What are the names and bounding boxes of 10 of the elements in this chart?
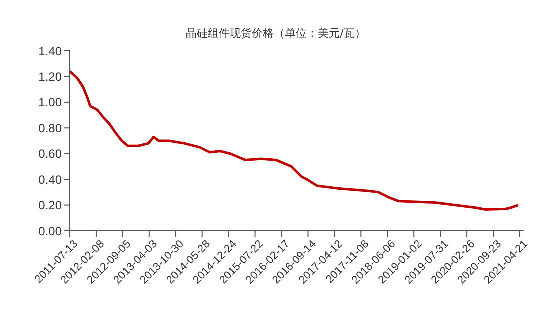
y-tick-label: 1.20 xyxy=(38,70,62,84)
line-series xyxy=(70,70,520,212)
y-tick-label: 0.20 xyxy=(38,198,62,213)
chart-title: 晶硅组件现货价格（单位：美元/瓦） xyxy=(185,26,367,41)
y-tick-label: 0.40 xyxy=(38,172,62,187)
y-tick-label: 0.80 xyxy=(38,121,62,136)
y-tick-label: 0.60 xyxy=(38,147,62,162)
y-tick-label: 1.00 xyxy=(38,96,62,110)
y-tick-label: 0.00 xyxy=(38,224,62,238)
y-tick-label: 1.40 xyxy=(38,44,62,58)
